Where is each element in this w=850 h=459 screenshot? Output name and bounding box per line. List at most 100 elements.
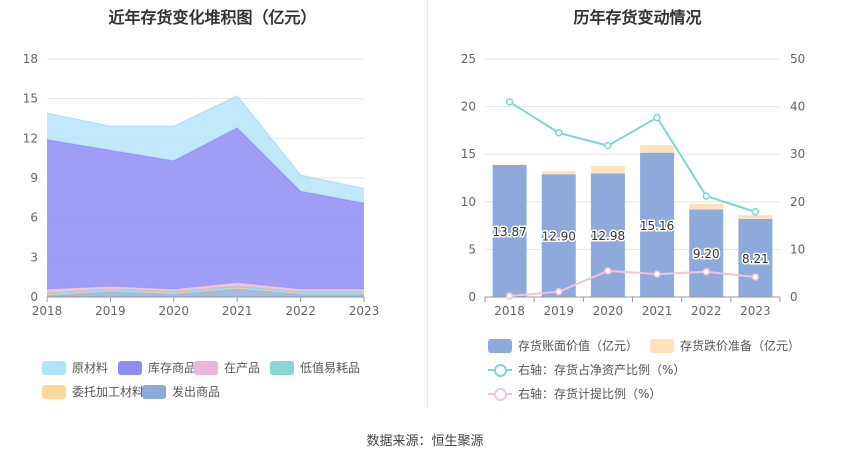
right-y-tick-label: 0	[468, 290, 476, 304]
right-legend-item[interactable]: 右轴：存货占净资产比例（%）	[488, 361, 685, 378]
area-series-5	[47, 96, 364, 204]
line-point	[505, 292, 514, 300]
legend-swatch	[118, 360, 142, 375]
right-y2-tick-label: 10	[790, 242, 805, 256]
right-chart-title: 历年存货变动情况	[573, 8, 702, 27]
legend-label: 低值易耗品	[300, 361, 361, 375]
legend-label: 原材料	[72, 361, 109, 375]
line-point	[555, 129, 563, 137]
right-x-tick-label: 2021	[642, 304, 673, 318]
area-series-2	[47, 286, 364, 295]
left-x-tick-label: 2023	[349, 304, 380, 318]
area-series-0	[47, 287, 364, 297]
left-x-tick-label: 2018	[32, 304, 63, 318]
legend-label: 存货跌价准备（亿元）	[680, 339, 801, 353]
line-point	[751, 273, 760, 281]
right-y2-tick-label: 20	[790, 195, 805, 209]
bar-book-value	[689, 209, 724, 297]
left-x-tick-label: 2021	[222, 304, 253, 318]
legend-swatch	[42, 384, 66, 399]
bar-value-label: 12.90	[542, 230, 576, 244]
legend-swatch	[142, 384, 166, 399]
line-point	[653, 270, 661, 278]
area-series-edge-5	[46, 95, 365, 190]
left-y-tick-label: 3	[30, 250, 38, 264]
bar-book-value	[492, 164, 527, 297]
bar-value-label: 9.20	[693, 247, 720, 261]
legend-swatch	[650, 338, 674, 353]
line-point	[555, 288, 563, 296]
left-legend-item[interactable]: 委托加工材料	[42, 383, 144, 400]
right-legend-item[interactable]: 右轴：存货计提比例（%）	[488, 385, 661, 402]
legend-label: 发出商品	[172, 385, 221, 399]
left-x-tick-label: 2019	[95, 304, 126, 318]
left-y-tick-label: 15	[23, 92, 38, 106]
area-series-4	[47, 127, 364, 290]
left-legend-item[interactable]: 原材料	[42, 359, 108, 376]
bar-value-label: 15.16	[640, 219, 674, 233]
line-point	[505, 98, 514, 106]
legend-label: 库存商品	[148, 361, 197, 375]
legend-swatch	[488, 387, 512, 401]
legend-label: 委托加工材料	[72, 385, 145, 399]
area-series-3	[47, 282, 364, 294]
right-y2-tick-label: 30	[790, 147, 805, 161]
bar-provision	[640, 145, 675, 153]
line-point	[702, 268, 710, 276]
line-point	[604, 267, 612, 275]
right-y-tick-label: 25	[461, 52, 476, 66]
legend-label: 右轴：存货计提比例（%）	[518, 387, 662, 401]
bar-value-label: 13.87	[492, 225, 526, 239]
line-series-3	[509, 269, 756, 298]
legend-label: 存货账面价值（亿元）	[518, 339, 639, 353]
right-legend-item[interactable]: 存货跌价准备（亿元）	[650, 337, 800, 354]
right-y-tick-label: 10	[461, 195, 476, 209]
left-y-tick-label: 12	[23, 131, 38, 145]
left-y-tick-label: 18	[23, 52, 38, 66]
left-y-tick-label: 9	[30, 171, 38, 185]
bar-provision	[541, 171, 576, 175]
line-point	[702, 192, 710, 200]
right-x-tick-label: 2023	[740, 304, 771, 318]
left-x-tick-label: 2020	[159, 304, 190, 318]
right-x-tick-label: 2020	[593, 304, 624, 318]
left-legend-item[interactable]: 在产品	[194, 359, 260, 376]
data-source-note: 数据来源：恒生聚源	[366, 434, 484, 449]
legend-swatch	[488, 338, 512, 353]
left-legend-item[interactable]: 低值易耗品	[270, 359, 360, 376]
left-x-tick-label: 2022	[285, 304, 316, 318]
bar-provision	[590, 165, 625, 174]
bar-provision	[689, 203, 724, 210]
bar-book-value	[541, 174, 576, 297]
right-x-tick-label: 2018	[494, 304, 525, 318]
line-point	[653, 113, 661, 122]
legend-swatch	[270, 360, 294, 375]
left-y-tick-label: 0	[30, 290, 38, 304]
line-point	[604, 141, 612, 150]
right-y-tick-label: 20	[461, 100, 476, 114]
right-y-tick-label: 5	[468, 242, 476, 256]
legend-swatch	[194, 360, 218, 375]
bar-book-value	[738, 218, 773, 297]
legend-swatch	[42, 360, 66, 375]
panel-divider	[427, 0, 428, 408]
right-y-tick-label: 15	[461, 147, 476, 161]
right-x-tick-label: 2022	[691, 304, 722, 318]
line-series-2	[509, 100, 756, 213]
left-legend-item[interactable]: 发出商品	[142, 383, 220, 400]
bar-provision	[738, 215, 773, 219]
legend-label: 在产品	[224, 361, 261, 375]
right-y2-tick-label: 40	[790, 100, 805, 114]
left-legend-item[interactable]: 库存商品	[118, 359, 196, 376]
bar-value-label: 8.21	[742, 252, 769, 266]
right-y2-tick-label: 50	[790, 52, 805, 66]
legend-swatch	[488, 363, 512, 377]
right-legend-item[interactable]: 存货账面价值（亿元）	[488, 337, 638, 354]
right-x-tick-label: 2019	[543, 304, 574, 318]
right-y2-tick-label: 0	[790, 290, 798, 304]
bar-value-label: 12.98	[591, 229, 625, 243]
left-chart-title: 近年存货变化堆积图（亿元）	[108, 8, 317, 27]
line-point	[751, 208, 760, 216]
left-y-tick-label: 6	[30, 211, 38, 225]
